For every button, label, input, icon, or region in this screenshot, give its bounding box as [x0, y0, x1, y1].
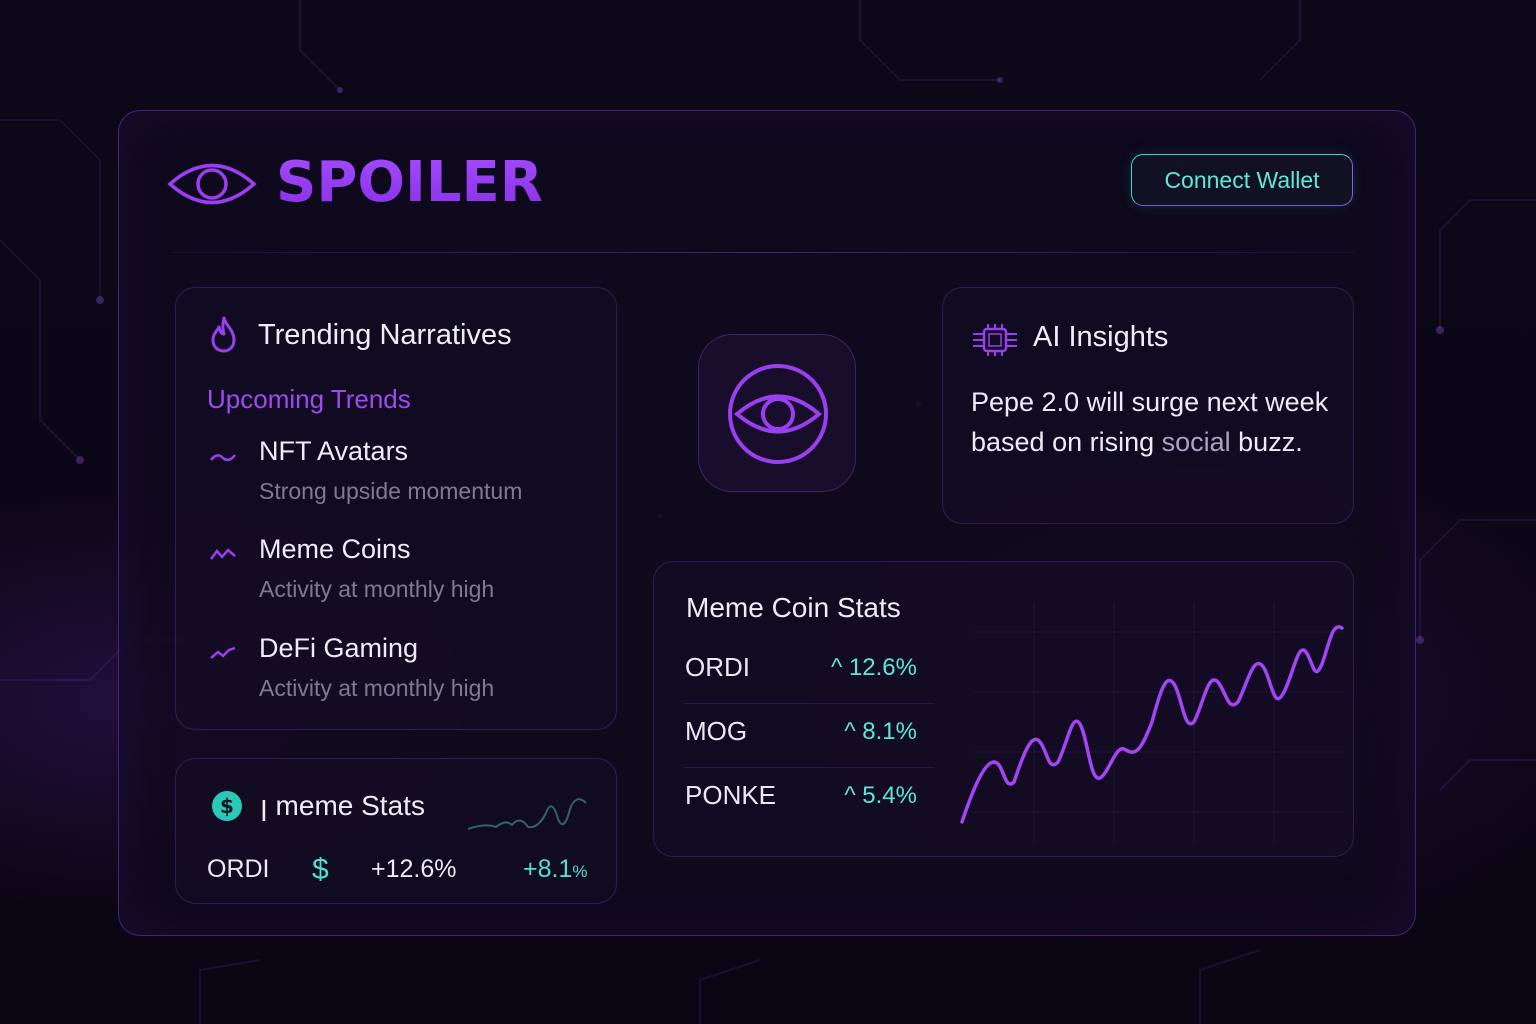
dollar-coin-icon: $	[212, 791, 242, 821]
price-chart	[960, 602, 1344, 842]
eye-tile[interactable]	[698, 334, 856, 492]
row-divider	[684, 767, 934, 768]
mini-change-2-unit: %	[572, 862, 588, 881]
connect-wallet-button[interactable]: Connect Wallet	[1131, 154, 1353, 206]
mini-change-2-value: +8.1	[523, 855, 573, 883]
svg-text:$: $	[220, 794, 234, 818]
mini-change-2: +8.1%	[523, 855, 587, 884]
row-divider	[684, 703, 934, 704]
price-line	[960, 625, 1344, 824]
meme-stats-mini-card: $ ꞁ meme Stats ORDI $ +12.6% +8.1%	[175, 758, 617, 904]
chip-icon	[973, 324, 1017, 356]
trend-item-title: NFT Avatars	[259, 436, 409, 466]
ai-insight-text: Pepe 2.0 will surge next week based on r…	[971, 382, 1341, 462]
trend-item-desc: Strong upside momentum	[259, 478, 523, 504]
trending-narratives-card: Trending Narratives Upcoming Trends NFT …	[175, 287, 617, 730]
mini-dollar-symbol: $	[312, 853, 329, 886]
eye-icon	[167, 163, 257, 205]
trend-item-desc: Activity at monthly high	[259, 675, 495, 701]
trend-line-icon	[210, 548, 236, 560]
trend-item-nft-avatars[interactable]: NFT Avatars Strong upside momentum	[176, 436, 616, 516]
eye-icon	[728, 364, 828, 464]
upcoming-trends-label: Upcoming Trends	[207, 384, 411, 414]
stat-coin-change: ^ 5.4%	[844, 782, 917, 809]
stats-row-mog[interactable]: MOG ^ 8.1%	[654, 716, 944, 756]
stat-coin-name: PONKE	[685, 780, 777, 810]
ai-insight-main: Pepe 2.0 will surge next week based on r…	[971, 387, 1329, 457]
trend-item-title: DeFi Gaming	[259, 633, 419, 663]
brand-title: SPOILER	[276, 150, 543, 215]
stat-coin-name: MOG	[685, 716, 748, 746]
mini-sparkline	[467, 798, 587, 830]
stat-coin-name: ORDI	[685, 652, 750, 682]
meme-coin-stats-card: Meme Coin Stats ORDI ^ 12.6% MOG ^ 8.1% …	[653, 561, 1354, 857]
stat-coin-change: ^ 8.1%	[844, 718, 917, 745]
meme-stats-title: ꞁ meme Stats	[260, 790, 425, 821]
stats-row-ponke[interactable]: PONKE ^ 5.4%	[654, 780, 944, 820]
trend-line-icon	[210, 454, 236, 462]
trend-item-desc: Activity at monthly high	[259, 576, 495, 602]
trend-item-meme-coins[interactable]: Meme Coins Activity at monthly high	[176, 534, 616, 614]
ai-insight-end: buzz.	[1230, 427, 1303, 457]
trend-item-title: Meme Coins	[259, 534, 411, 564]
flame-icon	[211, 316, 236, 353]
ai-insight-dim: social	[1161, 427, 1231, 457]
mini-change-1: +12.6%	[371, 855, 457, 883]
stat-coin-change: ^ 12.6%	[831, 654, 917, 681]
trend-line-icon	[210, 646, 236, 659]
stats-title: Meme Coin Stats	[686, 592, 901, 623]
ai-insights-title: AI Insights	[1033, 321, 1169, 353]
trend-item-defi-gaming[interactable]: DeFi Gaming Activity at monthly high	[176, 633, 616, 713]
mini-coin-name: ORDI	[207, 855, 270, 883]
trending-title: Trending Narratives	[258, 319, 512, 351]
ai-insights-card: AI Insights Pepe 2.0 will surge next wee…	[942, 287, 1354, 524]
header-divider	[170, 252, 1354, 253]
stats-row-ordi[interactable]: ORDI ^ 12.6%	[654, 652, 944, 692]
